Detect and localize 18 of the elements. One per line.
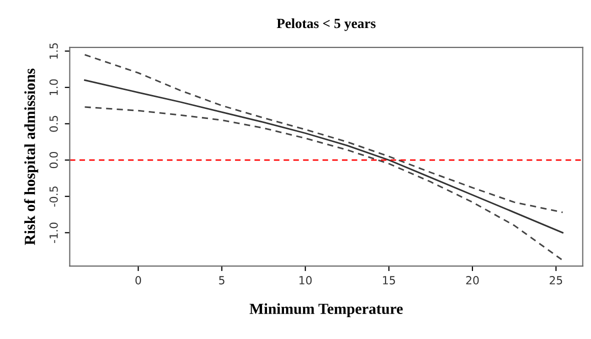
y-tick-label: 0.5: [49, 116, 58, 132]
y-tick-label: -0.5: [49, 186, 58, 207]
x-axis-title: Minimum Temperature: [250, 303, 403, 318]
x-tick-label: 10: [299, 276, 312, 284]
line-series: [84, 79, 564, 234]
x-tick-label: 25: [550, 276, 562, 284]
y-tick-label: 1.0: [49, 79, 58, 96]
x-tick-label: 15: [383, 276, 395, 284]
y-tick-label: 1.5: [50, 43, 58, 59]
x-tick-label: 0: [135, 276, 142, 284]
x-tick-label: 20: [466, 276, 479, 284]
y-axis-title: Risk of hospital admissions: [24, 68, 38, 246]
line-series: [84, 54, 564, 214]
line-series: [84, 106, 564, 262]
y-tick-label: 0.0: [49, 152, 58, 168]
y-tick-label: -1.0: [49, 222, 58, 243]
chart-title: Pelotas < 5 years: [276, 18, 376, 32]
x-tick-label: 5: [219, 276, 224, 284]
